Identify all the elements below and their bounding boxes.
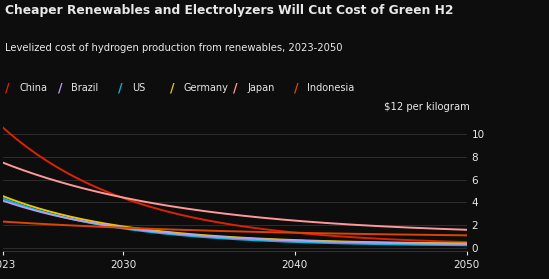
Text: $12 per kilogram: $12 per kilogram — [384, 102, 469, 112]
Text: Brazil: Brazil — [71, 83, 99, 93]
Text: /: / — [294, 81, 298, 94]
Text: /: / — [233, 81, 238, 94]
Text: /: / — [58, 81, 62, 94]
Text: US: US — [132, 83, 145, 93]
Text: /: / — [170, 81, 175, 94]
Text: /: / — [5, 81, 10, 94]
Text: /: / — [118, 81, 122, 94]
Text: Indonesia: Indonesia — [307, 83, 355, 93]
Text: Germany: Germany — [184, 83, 229, 93]
Text: China: China — [19, 83, 47, 93]
Text: Levelized cost of hydrogen production from renewables, 2023-2050: Levelized cost of hydrogen production fr… — [5, 43, 343, 53]
Text: Japan: Japan — [247, 83, 274, 93]
Text: Cheaper Renewables and Electrolyzers Will Cut Cost of Green H2: Cheaper Renewables and Electrolyzers Wil… — [5, 4, 454, 17]
